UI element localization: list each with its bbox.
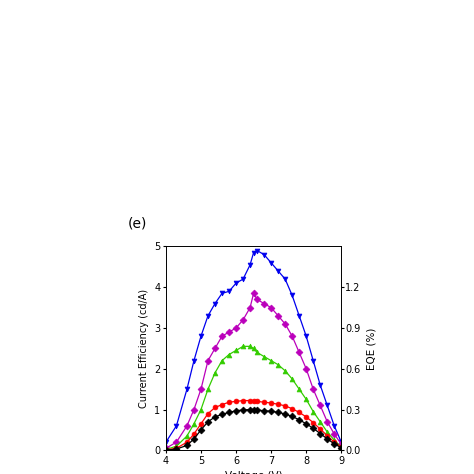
Y-axis label: Current Efficiency (cd/A): Current Efficiency (cd/A) — [138, 289, 148, 408]
X-axis label: Voltage (V): Voltage (V) — [225, 472, 283, 474]
Text: (e): (e) — [128, 216, 146, 230]
Y-axis label: EQE (%): EQE (%) — [366, 327, 376, 370]
